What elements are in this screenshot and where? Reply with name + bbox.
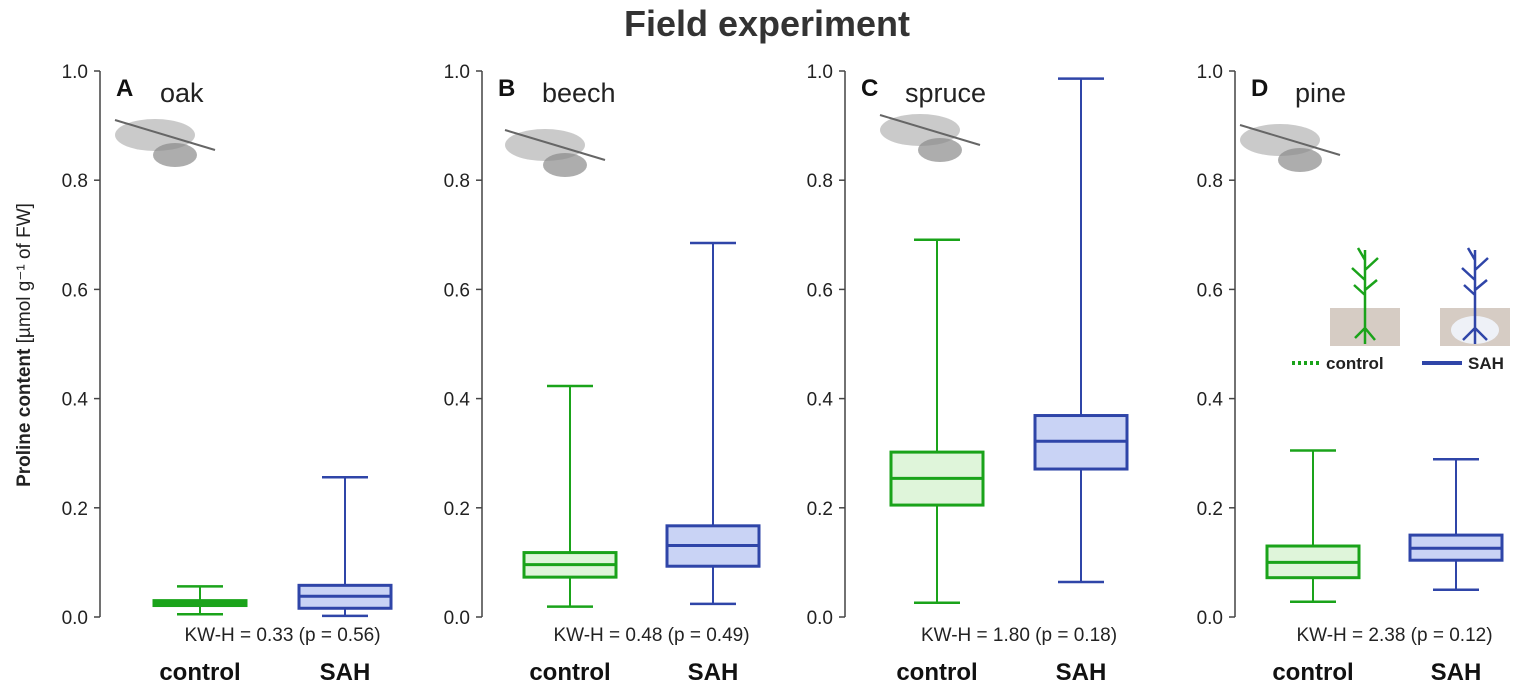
y-tick-label: 0.2 xyxy=(62,499,88,520)
foliage-shape xyxy=(153,143,197,167)
y-tick-label: 0.0 xyxy=(444,608,470,629)
x-category-label: control xyxy=(896,659,977,686)
foliage-shape xyxy=(918,138,962,162)
y-tick-label: 1.0 xyxy=(807,62,833,83)
y-tick-label: 0.4 xyxy=(807,390,834,411)
x-category-label: control xyxy=(1272,659,1353,686)
y-tick-label: 1.0 xyxy=(444,62,470,83)
x-category-label: SAH xyxy=(1056,659,1107,686)
y-tick-label: 0.8 xyxy=(62,171,88,192)
oak-illustration-icon xyxy=(114,119,216,167)
panel-species: oak xyxy=(160,78,204,108)
panel-species: pine xyxy=(1295,78,1346,108)
legend: control SAH xyxy=(1292,247,1510,373)
x-category-label: control xyxy=(529,659,610,686)
x-category-label: SAH xyxy=(320,659,371,686)
y-axis-unit: [µmol g⁻¹ of FW] xyxy=(14,203,35,343)
y-tick-label: 0.8 xyxy=(1197,171,1223,192)
branch-shape xyxy=(504,129,606,161)
box-SAH xyxy=(297,475,393,618)
panel-B: 0.0 0.2 0.4 0.6 0.8 1.0 B beech control SAH KW-H =… xyxy=(444,62,761,686)
y-tick-label: 0.6 xyxy=(807,280,833,301)
panel-letter: C xyxy=(861,75,878,102)
pine-illustration-icon xyxy=(1239,124,1341,172)
panel-species: spruce xyxy=(905,78,986,108)
y-tick-label: 0.0 xyxy=(1197,608,1223,629)
box-control xyxy=(1265,449,1361,603)
y-tick-label: 0.2 xyxy=(444,499,470,520)
y-axis-title: Proline content [µmol g⁻¹ of FW] xyxy=(14,203,35,487)
branch-shape xyxy=(114,119,216,151)
y-tick-label: 0.6 xyxy=(444,280,470,301)
kw-h-statistic: KW-H = 0.33 (p = 0.56) xyxy=(184,625,380,646)
box-SAH xyxy=(1033,77,1129,584)
box-control xyxy=(889,238,985,605)
svg-text:Proline content [µmol g⁻¹ of F: Proline content [µmol g⁻¹ of FW] xyxy=(14,203,35,487)
branch-shape xyxy=(879,114,981,146)
panel-letter: B xyxy=(498,75,515,102)
panel-letter: D xyxy=(1251,75,1268,102)
y-tick-label: 0.4 xyxy=(1197,390,1224,411)
branch-shape xyxy=(1239,124,1341,156)
spruce-illustration-icon xyxy=(879,114,981,162)
panel-species: beech xyxy=(542,78,616,108)
legend-control-label: control xyxy=(1326,354,1384,373)
y-tick-label: 0.8 xyxy=(444,171,470,192)
x-category-label: SAH xyxy=(688,659,739,686)
box-SAH xyxy=(665,241,761,606)
panel-A: 0.0 0.2 0.4 0.6 0.8 1.0 A oak control SAH KW-H = 0… xyxy=(62,62,393,686)
y-tick-label: 0.0 xyxy=(62,608,88,629)
kw-h-statistic: KW-H = 2.38 (p = 0.12) xyxy=(1296,625,1492,646)
kw-h-statistic: KW-H = 0.48 (p = 0.49) xyxy=(553,625,749,646)
panel-D: 0.0 0.2 0.4 0.6 0.8 1.0 D pine control SAH KW-H = … xyxy=(1197,62,1504,686)
y-tick-label: 0.6 xyxy=(1197,280,1223,301)
plant-SAH-icon xyxy=(1461,247,1489,344)
plant-control-icon xyxy=(1351,247,1379,344)
y-tick-label: 0.4 xyxy=(444,390,471,411)
kw-h-statistic: KW-H = 1.80 (p = 0.18) xyxy=(921,625,1117,646)
figure-title: Field experiment xyxy=(624,3,910,44)
y-tick-label: 0.2 xyxy=(1197,499,1223,520)
y-tick-label: 1.0 xyxy=(62,62,88,83)
panel-C: 0.0 0.2 0.4 0.6 0.8 1.0 C spruce control SAH KW-H … xyxy=(807,62,1129,686)
y-tick-label: 0.0 xyxy=(807,608,833,629)
y-tick-label: 0.4 xyxy=(62,390,89,411)
legend-SAH-label: SAH xyxy=(1468,354,1504,373)
y-tick-label: 0.6 xyxy=(62,280,88,301)
beech-illustration-icon xyxy=(504,129,606,177)
x-category-label: SAH xyxy=(1431,659,1482,686)
box-control xyxy=(152,585,248,616)
y-tick-label: 0.8 xyxy=(807,171,833,192)
foliage-shape xyxy=(543,153,587,177)
y-tick-label: 1.0 xyxy=(1197,62,1223,83)
y-tick-label: 0.2 xyxy=(807,499,833,520)
foliage-shape xyxy=(1278,148,1322,172)
box-SAH xyxy=(1408,457,1504,591)
x-category-label: control xyxy=(159,659,240,686)
y-axis-label: Proline content xyxy=(14,348,35,487)
panel-letter: A xyxy=(116,75,133,102)
box-control xyxy=(522,384,618,608)
